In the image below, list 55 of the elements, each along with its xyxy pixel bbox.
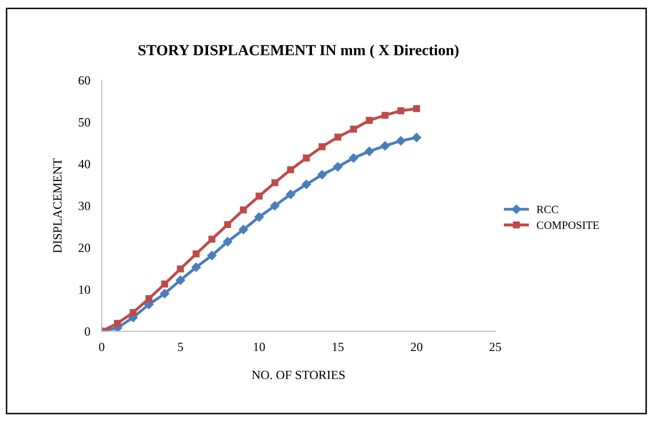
point: [240, 206, 247, 214]
point: [302, 154, 310, 162]
x-tick-label: 5: [178, 342, 184, 352]
x-axis-title: NO. OF STORIES: [252, 370, 345, 380]
point: [176, 276, 186, 285]
point: [254, 212, 264, 222]
point: [161, 280, 168, 288]
y-tick-label: 50: [78, 118, 90, 126]
point: [208, 236, 216, 243]
point: [207, 250, 217, 260]
point: [256, 192, 263, 200]
point: [334, 134, 342, 141]
point: [350, 126, 358, 133]
point: [192, 262, 201, 272]
legend-label: COMPOSITE: [536, 221, 599, 229]
point: [412, 132, 422, 142]
x-tick-label: 25: [490, 342, 502, 352]
x-tick-label: 10: [254, 342, 265, 352]
point: [192, 250, 200, 258]
point: [302, 180, 311, 190]
point: [176, 265, 184, 272]
chart-title: STORY DISPLACEMENT IN mm ( X Direction): [138, 44, 459, 58]
y-tick-label: 0: [84, 327, 90, 336]
x-tick-label: 20: [410, 342, 422, 352]
point: [286, 190, 296, 200]
y-tick-label: 60: [78, 76, 90, 85]
point: [318, 143, 326, 150]
x-tick-label: 0: [99, 342, 104, 352]
point: [382, 112, 389, 119]
point: [348, 153, 358, 163]
point: [145, 295, 152, 302]
point: [223, 237, 232, 246]
point: [396, 136, 406, 146]
y-tick-label: 30: [78, 202, 90, 210]
y-axis-title: DISPLACEMENT: [53, 158, 62, 253]
y-tick-label: 20: [78, 244, 90, 252]
point: [224, 221, 232, 228]
point: [160, 288, 170, 298]
point: [270, 201, 280, 210]
point: [271, 179, 278, 186]
legend-label: RCC: [536, 206, 558, 214]
point: [114, 320, 121, 327]
point: [333, 162, 342, 172]
point: [364, 146, 374, 156]
point: [413, 105, 420, 112]
y-tick-label: 10: [79, 285, 90, 294]
point: [238, 224, 248, 234]
x-tick-label: 15: [332, 342, 344, 352]
y-tick-label: 40: [78, 160, 90, 168]
point: [397, 107, 404, 114]
point: [317, 170, 327, 180]
point: [366, 116, 373, 124]
point: [380, 141, 390, 151]
point: [287, 166, 294, 174]
point: [130, 308, 137, 316]
